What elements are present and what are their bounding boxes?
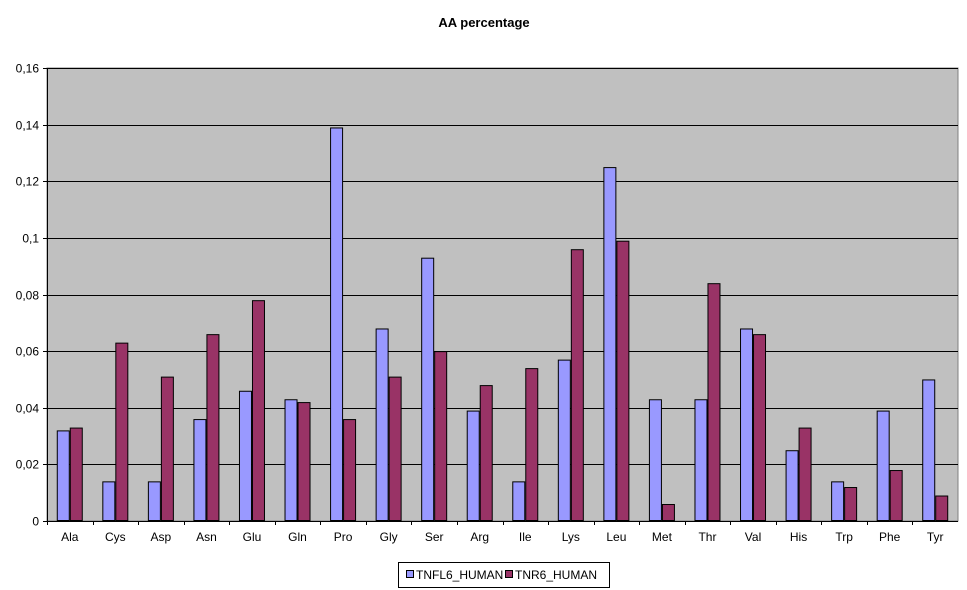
x-tick-label: Leu	[606, 530, 626, 544]
bar-tnfl6-human-ala	[56, 430, 70, 521]
x-tick-label: Val	[745, 530, 761, 544]
y-tick-label: 0,08	[16, 289, 40, 303]
x-tick-label: Arg	[470, 530, 489, 544]
bar-tnr6-human-phe	[889, 470, 903, 522]
bar-tnr6-human-thr	[707, 283, 721, 521]
bar-tnr6-human-asn	[206, 334, 220, 522]
x-tick-label: Trp	[835, 530, 853, 544]
bar-tnfl6-human-asn	[193, 419, 207, 522]
y-tick-label: 0,14	[16, 119, 40, 133]
bar-tnfl6-human-cys	[102, 481, 116, 521]
bar-tnr6-human-pro	[343, 419, 357, 522]
bar-tnfl6-human-phe	[876, 410, 890, 521]
chart-title: AA percentage	[438, 15, 529, 30]
gridlines	[47, 68, 958, 465]
legend: TNFL6_HUMAN TNR6_HUMAN	[398, 562, 610, 588]
bar-tnfl6-human-met	[648, 399, 662, 522]
bar-tnr6-human-gln	[297, 402, 311, 521]
axes	[43, 68, 958, 525]
bar-tnfl6-human-trp	[831, 481, 845, 521]
y-axis-ticks: 0 0,02 0,04 0,06 0,08 0,1 0,12 0,14 0,16	[16, 62, 47, 529]
legend-label-tnr6-human: TNR6_HUMAN	[515, 568, 597, 582]
y-tick-label: 0,16	[16, 62, 40, 76]
x-tick-label: Pro	[334, 530, 353, 544]
bar-tnr6-human-ala	[69, 427, 83, 522]
x-tick-label: Met	[652, 530, 673, 544]
bar-tnfl6-human-glu	[238, 390, 252, 522]
bar-tnr6-human-val	[753, 334, 767, 522]
bar-tnr6-human-asp	[160, 376, 174, 522]
bar-tnr6-human-ile	[525, 368, 539, 521]
x-axis-ticks: Ala Cys Asp Asn Glu Gln Pro Gly Ser Arg Ile Lys Leu M…	[61, 521, 944, 544]
x-tick-label: His	[790, 530, 807, 544]
bar-tnfl6-human-asp	[147, 481, 161, 521]
bar-tnr6-human-tyr	[935, 495, 949, 521]
bar-tnr6-human-leu	[616, 240, 630, 522]
x-tick-label: Gln	[288, 530, 307, 544]
bar-tnr6-human-lys	[570, 249, 584, 521]
y-tick-label: 0,04	[16, 402, 40, 416]
bar-tnfl6-human-thr	[694, 399, 708, 522]
legend-swatch-tnr6-human	[505, 570, 513, 578]
y-tick-label: 0,02	[16, 458, 40, 472]
x-tick-label: Gly	[380, 530, 398, 544]
x-tick-label: Phe	[879, 530, 901, 544]
bar-tnfl6-human-val	[740, 328, 754, 521]
bar-tnfl6-human-ile	[512, 481, 526, 521]
x-tick-label: Lys	[562, 530, 580, 544]
bar-tnfl6-human-his	[785, 450, 799, 521]
bar-tnfl6-human-gly	[375, 328, 389, 521]
bar-tnfl6-human-gln	[284, 399, 298, 522]
bar-tnfl6-human-tyr	[922, 379, 936, 521]
x-tick-label: Cys	[105, 530, 126, 544]
bars	[56, 127, 949, 522]
y-tick-label: 0,06	[16, 345, 40, 359]
bar-tnr6-human-trp	[844, 487, 858, 521]
x-tick-label: Asn	[196, 530, 217, 544]
x-tick-label: Asp	[151, 530, 172, 544]
bar-tnfl6-human-pro	[330, 127, 344, 522]
legend-swatch-tnfl6-human	[406, 570, 414, 578]
bar-tnfl6-human-arg	[466, 410, 480, 521]
x-tick-label: Thr	[698, 530, 716, 544]
bar-tnr6-human-glu	[251, 300, 265, 521]
bar-tnfl6-human-ser	[421, 257, 435, 521]
bar-tnr6-human-arg	[479, 385, 493, 521]
bar-tnfl6-human-leu	[603, 167, 617, 521]
plot-area	[46, 67, 959, 522]
x-tick-label: Ile	[519, 530, 532, 544]
x-tick-label: Ala	[61, 530, 79, 544]
bar-tnr6-human-cys	[115, 342, 129, 521]
y-tick-label: 0	[32, 515, 39, 529]
x-tick-label: Glu	[243, 530, 262, 544]
bar-tnr6-human-his	[798, 427, 812, 522]
bar-tnfl6-human-lys	[557, 359, 571, 521]
y-tick-label: 0,12	[16, 175, 40, 189]
bar-tnr6-human-met	[661, 504, 675, 522]
x-tick-label: Tyr	[927, 530, 944, 544]
y-tick-label: 0,1	[22, 232, 39, 246]
bar-tnr6-human-ser	[434, 351, 448, 521]
legend-box	[398, 562, 610, 588]
bar-tnr6-human-gly	[388, 376, 402, 522]
x-tick-label: Ser	[425, 530, 444, 544]
legend-label-tnfl6-human: TNFL6_HUMAN	[416, 568, 503, 582]
